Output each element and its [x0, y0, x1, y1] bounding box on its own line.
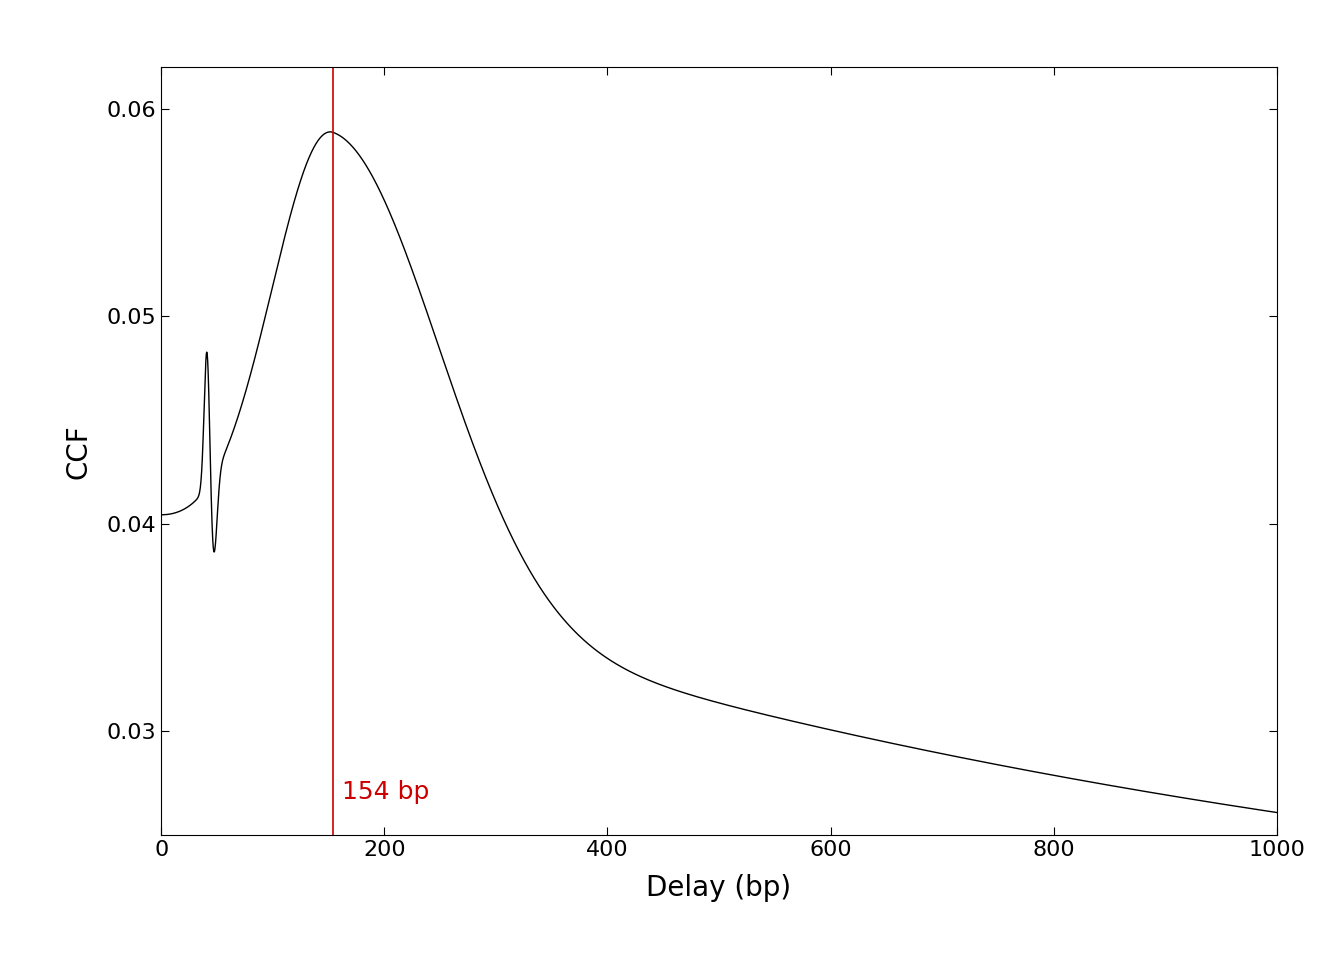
Text: 154 bp: 154 bp: [341, 780, 429, 804]
Y-axis label: CCF: CCF: [65, 423, 93, 479]
X-axis label: Delay (bp): Delay (bp): [646, 874, 792, 902]
